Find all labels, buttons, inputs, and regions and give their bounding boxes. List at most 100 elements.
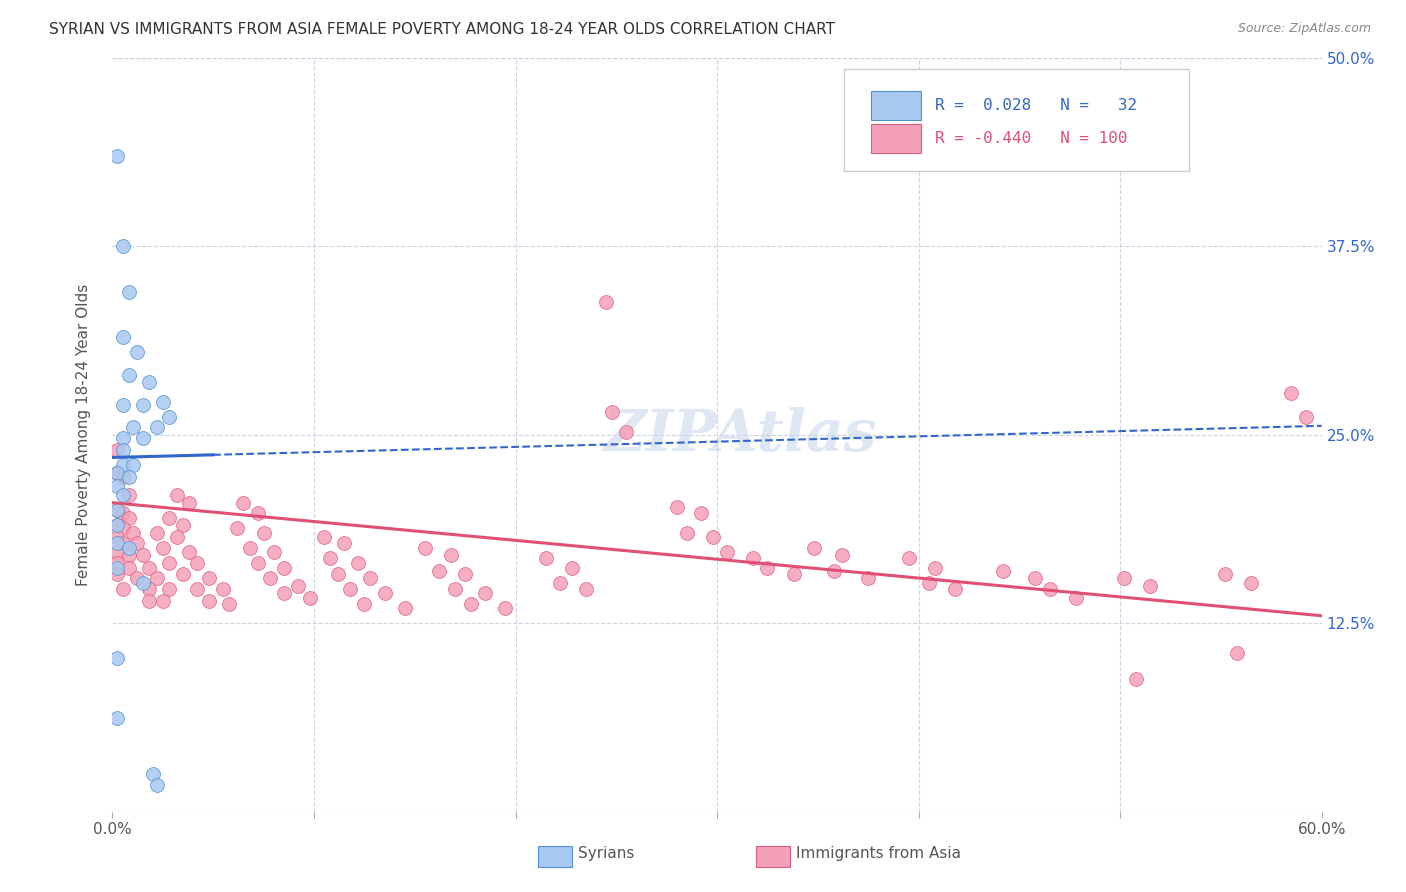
Point xyxy=(132,431,155,445)
Point xyxy=(1064,591,1087,605)
Point xyxy=(105,518,128,533)
Point xyxy=(823,564,845,578)
Point xyxy=(152,394,174,409)
Point xyxy=(1024,571,1046,585)
Point xyxy=(575,582,598,596)
Point xyxy=(756,560,779,574)
Point xyxy=(125,536,148,550)
Text: R = -0.440   N = 100: R = -0.440 N = 100 xyxy=(935,131,1128,146)
Point xyxy=(353,597,375,611)
Point xyxy=(993,564,1015,578)
Point xyxy=(172,518,194,533)
Point xyxy=(226,521,249,535)
Point xyxy=(117,549,139,563)
Point xyxy=(117,488,139,502)
Point xyxy=(444,582,467,596)
Point xyxy=(1213,566,1236,581)
Point xyxy=(125,571,148,585)
Point xyxy=(105,466,128,480)
Point xyxy=(359,571,381,585)
Text: ZIPAtlas: ZIPAtlas xyxy=(605,407,879,463)
Point xyxy=(105,545,128,559)
Point xyxy=(111,521,134,535)
Point xyxy=(600,405,623,419)
Point xyxy=(803,541,825,555)
Point xyxy=(105,479,128,493)
Point xyxy=(273,586,295,600)
Point xyxy=(782,566,804,581)
Point xyxy=(595,295,617,310)
Point xyxy=(111,431,134,445)
Point xyxy=(186,556,208,570)
Point xyxy=(105,651,128,665)
FancyBboxPatch shape xyxy=(538,846,572,867)
Point xyxy=(690,506,713,520)
Point xyxy=(105,149,128,163)
Point xyxy=(146,525,169,540)
Point xyxy=(105,503,128,517)
Point xyxy=(742,551,765,566)
Point xyxy=(312,530,335,544)
Point xyxy=(198,593,221,607)
Point xyxy=(495,601,517,615)
Text: Syrians: Syrians xyxy=(578,846,634,861)
Point xyxy=(665,500,688,515)
Point xyxy=(138,593,160,607)
Point xyxy=(186,582,208,596)
Point xyxy=(157,409,180,424)
Point xyxy=(675,525,697,540)
Point xyxy=(339,582,361,596)
Point xyxy=(374,586,396,600)
Point xyxy=(212,582,235,596)
Point xyxy=(831,549,853,563)
Point xyxy=(924,560,946,574)
Point xyxy=(146,778,169,792)
Point xyxy=(259,571,281,585)
Point xyxy=(117,510,139,524)
Point xyxy=(111,398,134,412)
Point xyxy=(454,566,477,581)
Point xyxy=(166,488,188,502)
Point xyxy=(172,566,194,581)
Point xyxy=(132,549,155,563)
Point xyxy=(121,458,143,472)
Point xyxy=(614,425,637,439)
Point xyxy=(132,398,155,412)
Point xyxy=(105,466,128,480)
Point xyxy=(897,551,920,566)
Point xyxy=(105,711,128,725)
Point xyxy=(198,571,221,585)
Y-axis label: Female Poverty Among 18-24 Year Olds: Female Poverty Among 18-24 Year Olds xyxy=(76,284,91,586)
Point xyxy=(105,566,128,581)
Point xyxy=(157,582,180,596)
Point xyxy=(427,564,450,578)
Point xyxy=(1139,578,1161,592)
Point xyxy=(1279,385,1302,400)
Point xyxy=(152,593,174,607)
Point xyxy=(111,239,134,253)
Point xyxy=(166,530,188,544)
Point xyxy=(138,560,160,574)
Point xyxy=(440,549,463,563)
Point xyxy=(1038,582,1062,596)
Point xyxy=(105,503,128,517)
Point xyxy=(298,591,321,605)
Point xyxy=(328,566,350,581)
Text: Source: ZipAtlas.com: Source: ZipAtlas.com xyxy=(1237,22,1371,36)
Point xyxy=(246,556,269,570)
Point xyxy=(1295,409,1317,424)
Point xyxy=(218,597,240,611)
Point xyxy=(146,420,169,434)
Point xyxy=(273,560,295,574)
Point xyxy=(111,442,134,457)
FancyBboxPatch shape xyxy=(870,124,921,153)
Text: Immigrants from Asia: Immigrants from Asia xyxy=(796,846,960,861)
Point xyxy=(121,420,143,434)
Point xyxy=(1226,647,1249,661)
Point xyxy=(138,375,160,389)
Point xyxy=(702,530,724,544)
FancyBboxPatch shape xyxy=(756,846,790,867)
Point xyxy=(117,285,139,299)
Point xyxy=(548,575,571,590)
Text: R =  0.028   N =   32: R = 0.028 N = 32 xyxy=(935,98,1137,113)
